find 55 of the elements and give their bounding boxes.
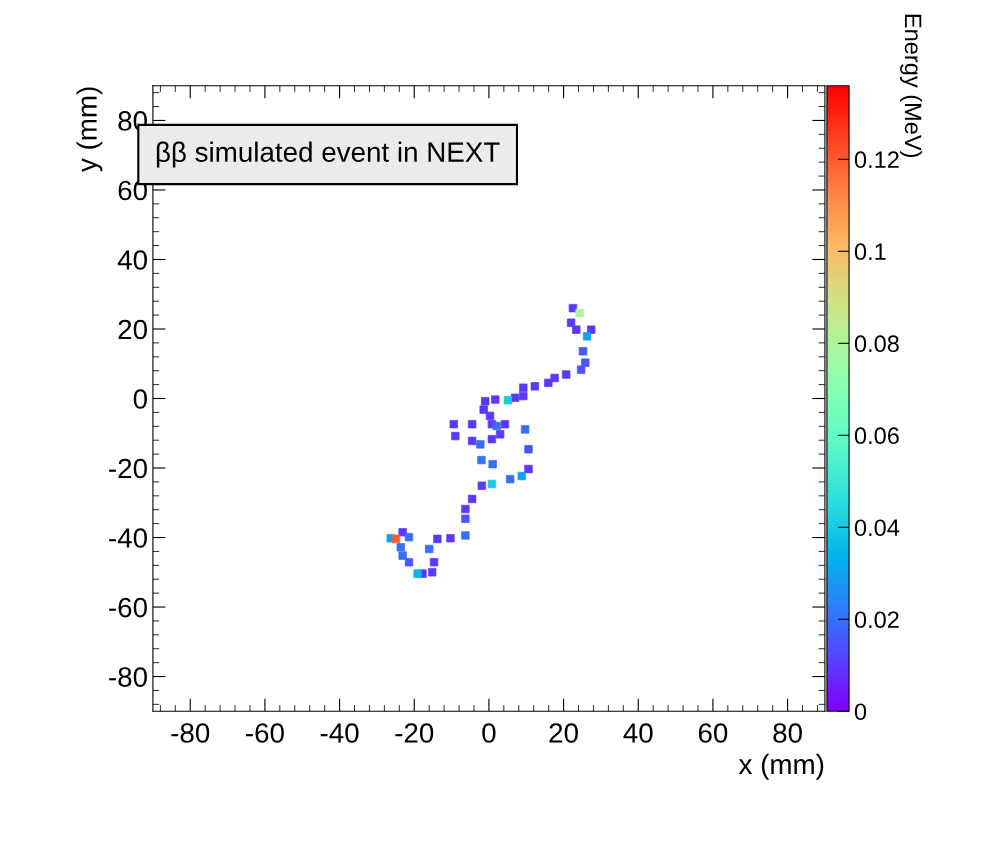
point	[517, 471, 526, 481]
point	[396, 543, 405, 552]
color-bar-label: 0.02	[854, 611, 899, 629]
y-tick-label: 20	[118, 319, 147, 340]
x-tick-label: 80	[773, 723, 802, 743]
y-tick-label: -60	[109, 597, 147, 618]
point	[566, 318, 576, 327]
x-tick-label: 60	[698, 723, 728, 743]
color-bar-label: 0	[854, 703, 867, 721]
color-bar-label: 0.08	[854, 335, 899, 353]
x-tick-label: -20	[395, 723, 434, 743]
point	[492, 421, 501, 431]
point	[582, 332, 592, 341]
point	[467, 436, 477, 446]
point	[429, 558, 439, 567]
x-tick-label: -80	[171, 723, 210, 743]
color-bar-title: Energy (MeV)	[900, 14, 923, 158]
point	[391, 534, 401, 544]
point	[449, 420, 458, 429]
point	[477, 481, 486, 490]
color-bar-label: 0.04	[854, 519, 900, 537]
color-bar-label: 0.12	[854, 151, 899, 169]
point	[487, 479, 497, 489]
x-tick-label: 0	[482, 723, 496, 743]
point	[500, 420, 510, 429]
y-tick-label: -40	[109, 528, 147, 548]
point	[404, 558, 414, 567]
y-axis-title: y (mm)	[76, 87, 103, 173]
point	[519, 383, 528, 392]
x-axis-title: x (mm)	[738, 753, 824, 780]
color-bar-label: 0.06	[854, 427, 899, 445]
point	[425, 544, 434, 554]
point	[467, 494, 477, 504]
point	[404, 533, 414, 542]
annotation: ββ simulated event in NEXT	[156, 141, 500, 168]
point	[568, 303, 578, 313]
y-tick-label: -80	[109, 667, 147, 687]
point	[544, 378, 553, 388]
point	[578, 347, 588, 356]
x-tick-label: 40	[623, 723, 653, 743]
y-tick-label: 0	[133, 389, 147, 409]
y-tick-label: 40	[117, 250, 147, 270]
point	[481, 397, 490, 406]
point	[487, 435, 497, 444]
color-bar-label: 0.1	[854, 243, 886, 261]
point	[485, 411, 495, 421]
point	[519, 391, 528, 401]
point	[503, 396, 513, 405]
x-tick-label: -40	[320, 723, 359, 743]
point	[467, 420, 477, 429]
x-tick-label: 20	[549, 723, 578, 743]
x-tick-label: -60	[246, 723, 284, 743]
y-tick-label: -20	[109, 458, 147, 479]
point	[428, 568, 437, 577]
point	[506, 474, 515, 484]
